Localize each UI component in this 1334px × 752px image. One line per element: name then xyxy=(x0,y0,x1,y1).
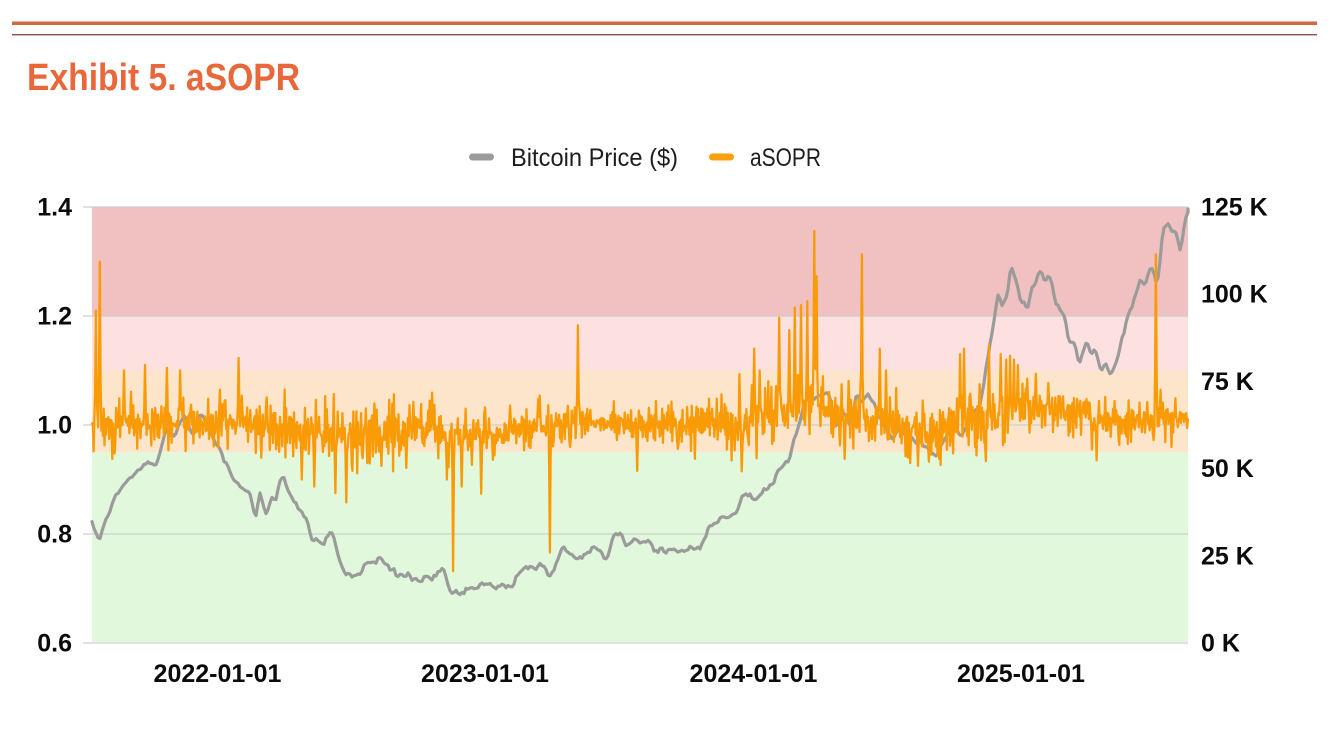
svg-text:1.2: 1.2 xyxy=(37,303,72,331)
svg-text:1.4: 1.4 xyxy=(37,194,72,222)
svg-text:2023-01-01: 2023-01-01 xyxy=(421,660,549,688)
svg-text:aSOPR: aSOPR xyxy=(750,144,821,172)
svg-text:100 K: 100 K xyxy=(1201,281,1268,309)
svg-text:2025-01-01: 2025-01-01 xyxy=(957,660,1085,688)
svg-text:2024-01-01: 2024-01-01 xyxy=(690,660,818,688)
svg-text:Exhibit 5. aSOPR: Exhibit 5. aSOPR xyxy=(27,57,300,99)
svg-text:Bitcoin Price ($): Bitcoin Price ($) xyxy=(511,144,678,172)
svg-text:25 K: 25 K xyxy=(1201,542,1254,570)
svg-text:2022-01-01: 2022-01-01 xyxy=(154,660,282,688)
svg-text:1.0: 1.0 xyxy=(37,412,72,440)
svg-text:0.8: 0.8 xyxy=(37,521,72,549)
svg-text:0 K: 0 K xyxy=(1201,630,1240,658)
svg-text:0.6: 0.6 xyxy=(37,630,72,658)
svg-text:125 K: 125 K xyxy=(1201,194,1268,222)
svg-text:75 K: 75 K xyxy=(1201,368,1254,396)
svg-text:50 K: 50 K xyxy=(1201,455,1254,483)
